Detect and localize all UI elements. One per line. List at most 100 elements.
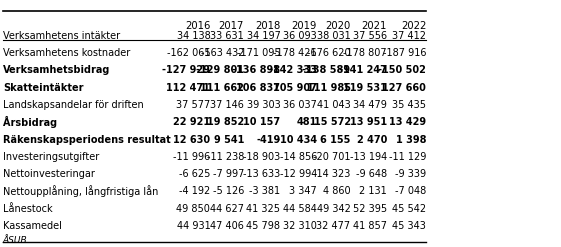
Text: -142 333: -142 333 xyxy=(269,65,317,75)
Text: Skatteintäkter: Skatteintäkter xyxy=(3,83,83,93)
Text: 12 630: 12 630 xyxy=(173,135,210,144)
Text: 41 325: 41 325 xyxy=(246,204,280,214)
Text: -10 434: -10 434 xyxy=(276,135,317,144)
Text: -5 126: -5 126 xyxy=(213,186,244,196)
Text: 15 572: 15 572 xyxy=(314,117,351,127)
Text: 105 907: 105 907 xyxy=(273,83,317,93)
Text: -20 701: -20 701 xyxy=(313,152,351,162)
Text: -6 625: -6 625 xyxy=(179,169,210,179)
Text: -18 903: -18 903 xyxy=(243,152,280,162)
Text: 49 342: 49 342 xyxy=(317,204,351,214)
Text: -138 589: -138 589 xyxy=(302,65,351,75)
Text: Investeringsutgifter: Investeringsutgifter xyxy=(3,152,99,162)
Text: 38 031: 38 031 xyxy=(317,31,351,41)
Text: 119 531: 119 531 xyxy=(343,83,387,93)
Text: -11 129: -11 129 xyxy=(389,152,426,162)
Text: -11 996: -11 996 xyxy=(173,152,210,162)
Text: 127 660: 127 660 xyxy=(383,83,426,93)
Text: -171 095: -171 095 xyxy=(237,48,280,58)
Text: -127 929: -127 929 xyxy=(163,65,210,75)
Text: 2016: 2016 xyxy=(185,21,210,31)
Text: -9 648: -9 648 xyxy=(356,169,387,179)
Text: 3 347: 3 347 xyxy=(289,186,317,196)
Text: 45 542: 45 542 xyxy=(392,204,426,214)
Text: -129 801: -129 801 xyxy=(196,65,244,75)
Text: -163 432: -163 432 xyxy=(200,48,244,58)
Text: -178 426: -178 426 xyxy=(273,48,317,58)
Text: Nettoupplåning, långfristiga lån: Nettoupplåning, långfristiga lån xyxy=(3,185,158,197)
Text: 39 303: 39 303 xyxy=(247,100,280,110)
Text: 34 197: 34 197 xyxy=(247,31,280,41)
Text: 44 584: 44 584 xyxy=(283,204,317,214)
Text: ÅSUB: ÅSUB xyxy=(3,236,27,245)
Text: -13 194: -13 194 xyxy=(350,152,387,162)
Text: 37 556: 37 556 xyxy=(353,31,387,41)
Text: 36 093: 36 093 xyxy=(283,31,317,41)
Text: 36 037: 36 037 xyxy=(283,100,317,110)
Text: Lånestock: Lånestock xyxy=(3,204,52,214)
Text: 32 477: 32 477 xyxy=(316,221,351,231)
Text: -9 339: -9 339 xyxy=(396,169,426,179)
Text: 2 131: 2 131 xyxy=(360,186,387,196)
Text: -3 381: -3 381 xyxy=(250,186,280,196)
Text: -7 997: -7 997 xyxy=(213,169,244,179)
Text: 6 155: 6 155 xyxy=(320,135,351,144)
Text: -13 633: -13 633 xyxy=(243,169,280,179)
Text: 35 435: 35 435 xyxy=(392,100,426,110)
Text: 13 951: 13 951 xyxy=(350,117,387,127)
Text: 52 395: 52 395 xyxy=(353,204,387,214)
Text: 2021: 2021 xyxy=(362,21,387,31)
Text: 37 412: 37 412 xyxy=(392,31,426,41)
Text: -187 916: -187 916 xyxy=(383,48,426,58)
Text: 4 860: 4 860 xyxy=(323,186,351,196)
Text: 49 850: 49 850 xyxy=(177,204,210,214)
Text: 106 837: 106 837 xyxy=(237,83,280,93)
Text: Verksamhetsbidrag: Verksamhetsbidrag xyxy=(3,65,110,75)
Text: -11 238: -11 238 xyxy=(206,152,244,162)
Text: 9 541: 9 541 xyxy=(214,135,244,144)
Text: Landskapsandelar för driften: Landskapsandelar för driften xyxy=(3,100,144,110)
Text: 1 398: 1 398 xyxy=(396,135,426,144)
Text: 2019: 2019 xyxy=(292,21,317,31)
Text: -419: -419 xyxy=(256,135,280,144)
Text: -162 065: -162 065 xyxy=(167,48,210,58)
Text: Nettoinvesteringar: Nettoinvesteringar xyxy=(3,169,95,179)
Text: 13 429: 13 429 xyxy=(389,117,426,127)
Text: -141 247: -141 247 xyxy=(339,65,387,75)
Text: 37 146: 37 146 xyxy=(210,100,244,110)
Text: Verksamhetens kostnader: Verksamhetens kostnader xyxy=(3,48,130,58)
Text: Årsbidrag: Årsbidrag xyxy=(3,116,57,128)
Text: -178 807: -178 807 xyxy=(343,48,387,58)
Text: 41 043: 41 043 xyxy=(317,100,351,110)
Text: 10 157: 10 157 xyxy=(243,117,280,127)
Text: 47 406: 47 406 xyxy=(210,221,244,231)
Text: 111 985: 111 985 xyxy=(307,83,351,93)
Text: -14 323: -14 323 xyxy=(313,169,351,179)
Text: 44 931: 44 931 xyxy=(177,221,210,231)
Text: 2020: 2020 xyxy=(325,21,351,31)
Text: Verksamhetens intäkter: Verksamhetens intäkter xyxy=(3,31,120,41)
Text: 34 138: 34 138 xyxy=(177,31,210,41)
Text: 481: 481 xyxy=(297,117,317,127)
Text: 112 471: 112 471 xyxy=(167,83,210,93)
Text: 33 631: 33 631 xyxy=(210,31,244,41)
Text: 37 577: 37 577 xyxy=(176,100,210,110)
Text: 22 921: 22 921 xyxy=(173,117,210,127)
Text: Räkenskapsperiodens resultat: Räkenskapsperiodens resultat xyxy=(3,135,171,144)
Text: 41 857: 41 857 xyxy=(353,221,387,231)
Text: 34 479: 34 479 xyxy=(353,100,387,110)
Text: -7 048: -7 048 xyxy=(395,186,426,196)
Text: 45 798: 45 798 xyxy=(246,221,280,231)
Text: 2 470: 2 470 xyxy=(357,135,387,144)
Text: 32 310: 32 310 xyxy=(283,221,317,231)
Text: Kassamedel: Kassamedel xyxy=(3,221,62,231)
Text: 2018: 2018 xyxy=(255,21,280,31)
Text: -176 620: -176 620 xyxy=(307,48,351,58)
Text: -14 856: -14 856 xyxy=(279,152,317,162)
Text: -4 192: -4 192 xyxy=(179,186,210,196)
Text: 19 852: 19 852 xyxy=(207,117,244,127)
Text: 44 627: 44 627 xyxy=(210,204,244,214)
Text: 111 662: 111 662 xyxy=(200,83,244,93)
Text: 45 343: 45 343 xyxy=(393,221,426,231)
Text: -12 994: -12 994 xyxy=(279,169,317,179)
